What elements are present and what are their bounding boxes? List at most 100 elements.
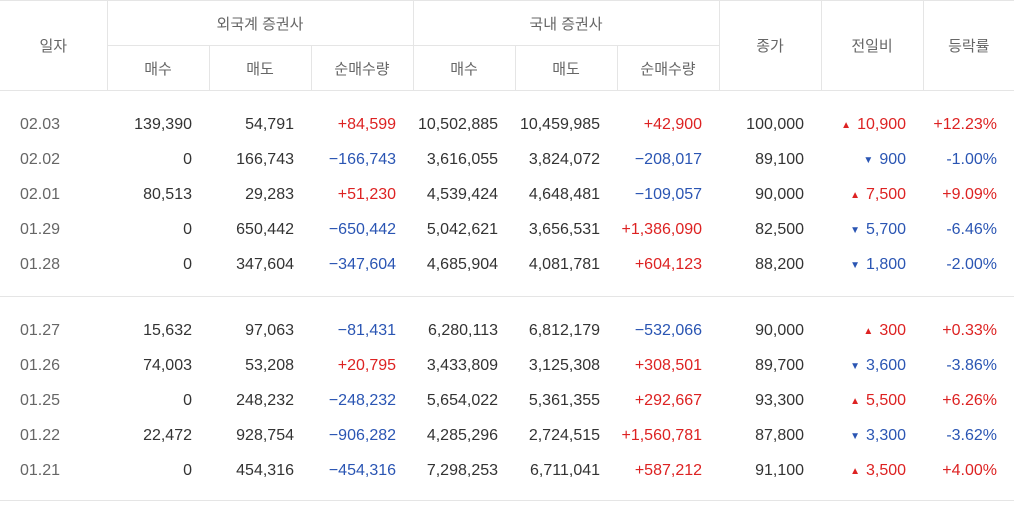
change-cell: ▲ 3,500 bbox=[821, 453, 923, 488]
foreign-sell-cell: 53,208 bbox=[245, 356, 294, 374]
triangle-up-icon: ▲ bbox=[850, 465, 860, 477]
change-value: 7,500 bbox=[865, 185, 907, 203]
domestic-net-cell: +1,386,090 bbox=[621, 220, 703, 238]
change-value: 5,500 bbox=[865, 391, 907, 409]
foreign-net-cell: −248,232 bbox=[328, 391, 397, 409]
date-cell: 01.26 bbox=[20, 356, 61, 374]
foreign-buy-cell: 0 bbox=[183, 461, 192, 479]
domestic-net-cell: +292,667 bbox=[634, 391, 703, 409]
triangle-up-icon: ▲ bbox=[841, 119, 852, 131]
date-cell: 01.29 bbox=[20, 220, 61, 238]
table-row: 02.02 0 166,743 −166,743 3,616,055 3,824,072 −… bbox=[0, 142, 1014, 177]
header-foreign-buy: 매수 bbox=[106, 45, 209, 91]
foreign-sell-cell: 166,743 bbox=[236, 150, 294, 168]
header-close: 종가 bbox=[718, 0, 822, 91]
domestic-buy-cell: 6,280,113 bbox=[428, 321, 499, 339]
change-value: 1,800 bbox=[865, 255, 907, 273]
header-foreign-brokers: 외국계 증권사 bbox=[106, 0, 414, 46]
change-value: 5,700 bbox=[865, 220, 907, 238]
domestic-buy-cell: 4,685,904 bbox=[426, 255, 499, 273]
table-row: 01.22 22,472 928,754 −906,282 4,285,296 2,724… bbox=[0, 418, 1014, 453]
foreign-buy-cell: 22,472 bbox=[143, 426, 192, 444]
date-cell: 02.01 bbox=[20, 185, 61, 203]
header-foreign-net: 순매수량 bbox=[310, 45, 414, 91]
header-domestic-brokers: 국내 증권사 bbox=[412, 0, 720, 46]
rate-cell: -6.46% bbox=[946, 220, 998, 238]
header-domestic-buy: 매수 bbox=[412, 45, 516, 91]
foreign-sell-cell: 29,283 bbox=[245, 185, 294, 203]
row-spacer bbox=[0, 488, 1014, 501]
domestic-buy-cell: 10,502,885 bbox=[417, 115, 499, 133]
change-cell: ▲ 7,500 bbox=[821, 177, 923, 212]
foreign-sell-cell: 347,604 bbox=[236, 255, 294, 273]
foreign-net-cell: −454,316 bbox=[328, 461, 397, 479]
triangle-down-icon: ▼ bbox=[850, 259, 860, 271]
rate-cell: +6.26% bbox=[942, 391, 998, 409]
close-price-cell: 93,300 bbox=[755, 391, 805, 409]
foreign-net-cell: −650,442 bbox=[328, 220, 397, 238]
domestic-net-cell: −532,066 bbox=[634, 321, 703, 339]
foreign-buy-cell: 0 bbox=[183, 391, 192, 409]
header-date: 일자 bbox=[0, 0, 107, 91]
date-cell: 01.21 bbox=[20, 461, 61, 479]
domestic-buy-cell: 3,616,055 bbox=[426, 150, 499, 168]
triangle-up-icon: ▲ bbox=[863, 325, 874, 337]
foreign-buy-cell: 0 bbox=[183, 220, 192, 238]
date-cell: 01.25 bbox=[20, 391, 61, 409]
domestic-net-cell: +42,900 bbox=[643, 115, 703, 133]
change-cell: ▲ 300 bbox=[821, 313, 923, 348]
foreign-buy-cell: 0 bbox=[183, 150, 192, 168]
domestic-sell-cell: 4,648,481 bbox=[528, 185, 601, 203]
close-price-cell: 90,000 bbox=[755, 185, 805, 203]
domestic-net-cell: −109,057 bbox=[634, 185, 703, 203]
domestic-sell-cell: 3,125,308 bbox=[528, 356, 601, 374]
domestic-sell-cell: 2,724,515 bbox=[528, 426, 601, 444]
header-change: 전일비 bbox=[820, 0, 924, 91]
foreign-net-cell: −81,431 bbox=[337, 321, 397, 339]
foreign-net-cell: −347,604 bbox=[328, 255, 397, 273]
table-row: 01.21 0 454,316 −454,316 7,298,253 6,711,041 +… bbox=[0, 453, 1014, 488]
triangle-down-icon: ▼ bbox=[863, 154, 874, 166]
row-spacer bbox=[0, 91, 1014, 108]
domestic-sell-cell: 6,812,179 bbox=[528, 321, 601, 339]
rate-cell: -3.62% bbox=[946, 426, 998, 444]
domestic-net-cell: +308,501 bbox=[634, 356, 703, 374]
date-cell: 01.27 bbox=[20, 321, 61, 339]
triangle-up-icon: ▲ bbox=[850, 395, 860, 407]
table-row: 01.26 74,003 53,208 +20,795 3,433,809 3,125,3… bbox=[0, 348, 1014, 383]
foreign-buy-cell: 0 bbox=[183, 255, 192, 273]
foreign-sell-cell: 454,316 bbox=[236, 461, 294, 479]
foreign-sell-cell: 248,232 bbox=[236, 391, 294, 409]
foreign-net-cell: +20,795 bbox=[337, 356, 397, 374]
table-row: 01.28 0 347,604 −347,604 4,685,904 4,081,781 +… bbox=[0, 247, 1014, 282]
domestic-buy-cell: 4,539,424 bbox=[426, 185, 499, 203]
domestic-sell-cell: 4,081,781 bbox=[528, 255, 601, 273]
change-value: 3,600 bbox=[865, 356, 907, 374]
domestic-net-cell: −208,017 bbox=[634, 150, 703, 168]
domestic-sell-cell: 6,711,041 bbox=[530, 461, 601, 479]
change-value: 300 bbox=[879, 321, 907, 339]
foreign-buy-cell: 139,390 bbox=[134, 115, 192, 133]
foreign-net-cell: +84,599 bbox=[337, 115, 397, 133]
change-cell: ▼ 3,600 bbox=[821, 348, 923, 383]
close-price-cell: 87,800 bbox=[755, 426, 805, 444]
rate-cell: +9.09% bbox=[942, 185, 998, 203]
change-value: 900 bbox=[879, 150, 907, 168]
domestic-buy-cell: 7,298,253 bbox=[426, 461, 499, 479]
foreign-sell-cell: 928,754 bbox=[236, 426, 294, 444]
table-row: 02.03 139,390 54,791 +84,599 10,502,885 10,45… bbox=[0, 107, 1014, 142]
change-cell: ▼ 900 bbox=[821, 142, 923, 177]
close-price-cell: 82,500 bbox=[755, 220, 805, 238]
foreign-net-cell: +51,230 bbox=[337, 185, 397, 203]
rate-cell: +4.00% bbox=[942, 461, 998, 479]
domestic-buy-cell: 5,654,022 bbox=[426, 391, 499, 409]
change-value: 3,500 bbox=[865, 461, 907, 479]
header-domestic-sell: 매도 bbox=[514, 45, 618, 91]
rate-cell: -2.00% bbox=[946, 255, 998, 273]
table-row: 01.25 0 248,232 −248,232 5,654,022 5,361,355 +… bbox=[0, 383, 1014, 418]
domestic-sell-cell: 10,459,985 bbox=[519, 115, 601, 133]
foreign-buy-cell: 15,632 bbox=[143, 321, 192, 339]
foreign-net-cell: −906,282 bbox=[328, 426, 397, 444]
rate-cell: +12.23% bbox=[933, 115, 998, 133]
change-cell: ▲ 10,900 bbox=[821, 107, 923, 142]
